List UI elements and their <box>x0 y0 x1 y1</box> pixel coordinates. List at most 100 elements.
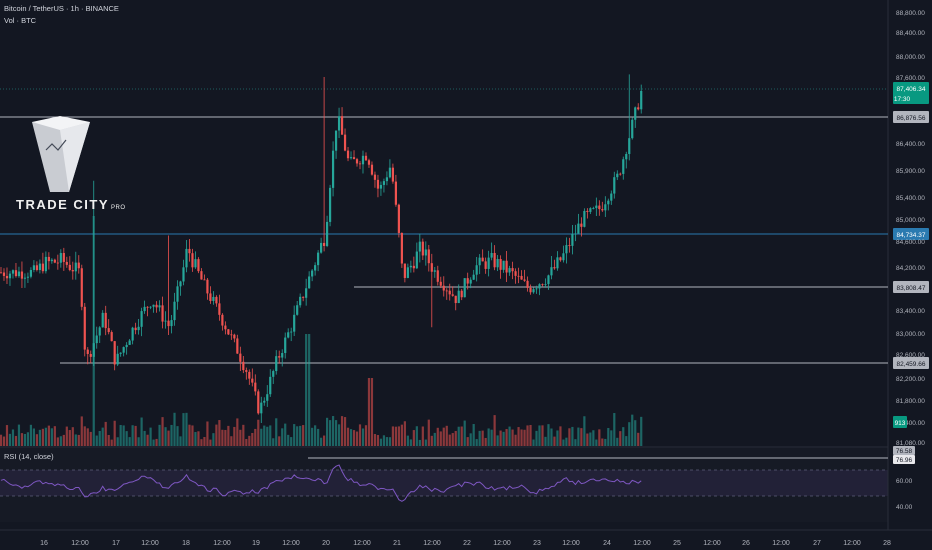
candle <box>137 318 140 335</box>
volume-bar <box>556 430 559 446</box>
candle-body <box>323 242 326 246</box>
candle-body <box>200 271 203 280</box>
candle <box>269 369 272 397</box>
time-tick-label: 12:00 <box>493 540 511 547</box>
candle-body <box>328 187 332 222</box>
price-tick-label: 83,400.00 <box>896 308 925 315</box>
level-badge-box <box>893 228 929 240</box>
candle-body <box>430 263 433 272</box>
candle <box>248 369 251 385</box>
candle-body <box>269 376 272 395</box>
volume-bar <box>517 427 520 446</box>
volume-bar <box>358 424 362 446</box>
current-price-badge: 87,406.34 17:30 <box>893 82 929 104</box>
candle-body <box>224 325 227 330</box>
price-tick-label: 86,400.00 <box>896 141 925 148</box>
candle <box>272 369 275 384</box>
volume-bar <box>490 429 493 446</box>
volume-bar <box>212 433 215 446</box>
candle-body <box>257 391 260 414</box>
candle <box>508 265 511 276</box>
candle-body <box>239 353 242 362</box>
volume-bar <box>152 439 155 446</box>
candle <box>8 270 12 286</box>
volume-bar <box>337 424 341 446</box>
candle-body <box>532 289 535 293</box>
candle-body <box>302 296 305 298</box>
volume-bar <box>191 425 194 446</box>
candle-body <box>128 340 131 345</box>
candle <box>325 215 329 248</box>
volume-bar <box>251 432 254 446</box>
candle-body <box>71 270 74 272</box>
volume-bar <box>379 438 383 446</box>
volume-bar <box>463 420 466 446</box>
countdown-label: 17:30 <box>894 96 911 103</box>
volume-bar <box>412 430 415 446</box>
candle-body <box>149 306 152 308</box>
volume-bar <box>140 417 143 446</box>
volume-bar <box>11 429 15 446</box>
candle <box>23 273 27 288</box>
candle <box>472 269 475 280</box>
candle <box>233 333 236 343</box>
candle <box>361 150 365 174</box>
candle <box>107 319 110 335</box>
candle <box>577 213 580 234</box>
price-tick-label: 85,400.00 <box>896 195 925 202</box>
candle-body <box>610 193 613 201</box>
candle-body <box>361 155 365 165</box>
candle-body <box>436 270 439 282</box>
candle <box>397 203 400 238</box>
candle-body <box>56 262 59 264</box>
candle-body <box>595 205 598 209</box>
candle <box>17 266 21 278</box>
volume-bar <box>296 426 299 446</box>
candle <box>212 291 215 305</box>
volume-bar <box>460 426 463 446</box>
candle-body <box>415 251 418 269</box>
candle-body <box>373 174 377 180</box>
volume-bar <box>38 429 41 446</box>
candle <box>478 254 481 275</box>
candle-body <box>176 286 179 302</box>
candle-body <box>559 257 562 261</box>
volume-bar <box>17 424 21 446</box>
volume-bar <box>580 428 583 446</box>
volume-bar <box>320 437 323 446</box>
volume-bar <box>116 437 119 446</box>
logo-text: TRADE CITY <box>16 197 109 212</box>
candle <box>218 294 221 321</box>
candle-body <box>101 312 104 328</box>
candle <box>556 251 559 271</box>
candle-body <box>167 320 170 327</box>
candle <box>616 170 619 181</box>
candle-body <box>439 281 442 286</box>
candle <box>311 269 314 282</box>
candle-body <box>308 276 311 289</box>
candle-body <box>463 278 466 298</box>
candle <box>188 238 191 262</box>
volume-bar <box>221 429 224 446</box>
price-tick-label: 88,800.00 <box>896 10 925 17</box>
volume-badge-box <box>893 416 907 428</box>
candle-body <box>448 290 451 295</box>
volume-bar <box>35 434 38 446</box>
volume-bar <box>101 427 104 446</box>
candle <box>302 296 305 302</box>
candle <box>355 157 359 167</box>
candle-body <box>580 223 583 227</box>
candle <box>631 117 634 140</box>
volume-bar <box>227 425 230 446</box>
volume-bar <box>146 434 149 446</box>
logo-funnel-right <box>60 122 90 192</box>
candle-body <box>355 159 359 164</box>
volume-bar <box>89 431 92 446</box>
volume-bar <box>370 378 374 446</box>
candle-body <box>104 312 107 329</box>
volume-bar <box>568 428 571 446</box>
volume-bar <box>382 435 386 446</box>
volume-bar <box>592 430 595 446</box>
candle-body <box>334 130 338 151</box>
